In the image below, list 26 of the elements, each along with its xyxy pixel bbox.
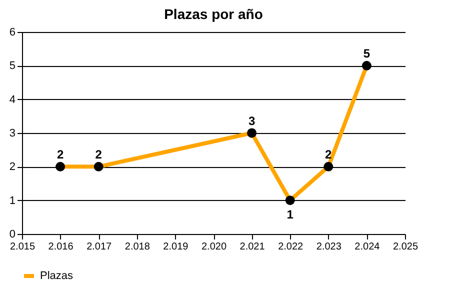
data-label: 1 bbox=[286, 207, 294, 222]
y-tick-label: 5 bbox=[9, 60, 16, 72]
data-label: 2 bbox=[325, 148, 332, 162]
y-tick-label: 6 bbox=[9, 26, 16, 38]
x-tick-label: 2.025 bbox=[392, 242, 418, 252]
chart-title: Plazas por año bbox=[164, 6, 263, 22]
x-tick-label: 2.018 bbox=[124, 242, 150, 252]
x-tick-label: 2.019 bbox=[163, 242, 189, 252]
y-tick-label: 4 bbox=[9, 94, 16, 106]
y-tick-label: 3 bbox=[9, 128, 16, 140]
x-tick-label: 2.023 bbox=[316, 242, 342, 252]
legend-label: Plazas bbox=[40, 270, 74, 282]
y-tick-label: 2 bbox=[9, 161, 16, 174]
data-label: 3 bbox=[248, 114, 256, 128]
y-tick-label: 0 bbox=[9, 228, 16, 240]
y-tick-label: 1 bbox=[9, 194, 16, 207]
x-tick-label: 2.022 bbox=[278, 242, 304, 252]
x-tick-label: 2.016 bbox=[48, 242, 74, 252]
x-tick-label: 2.024 bbox=[354, 242, 380, 252]
x-tick-label: 2.015 bbox=[10, 242, 36, 252]
data-label: 2 bbox=[95, 148, 102, 162]
data-label: 2 bbox=[56, 148, 64, 162]
x-tick-label: 2.020 bbox=[201, 242, 227, 252]
x-tick-label: 2.017 bbox=[86, 242, 112, 252]
data-label: 5 bbox=[363, 46, 370, 61]
x-tick-label: 2.021 bbox=[240, 242, 266, 252]
